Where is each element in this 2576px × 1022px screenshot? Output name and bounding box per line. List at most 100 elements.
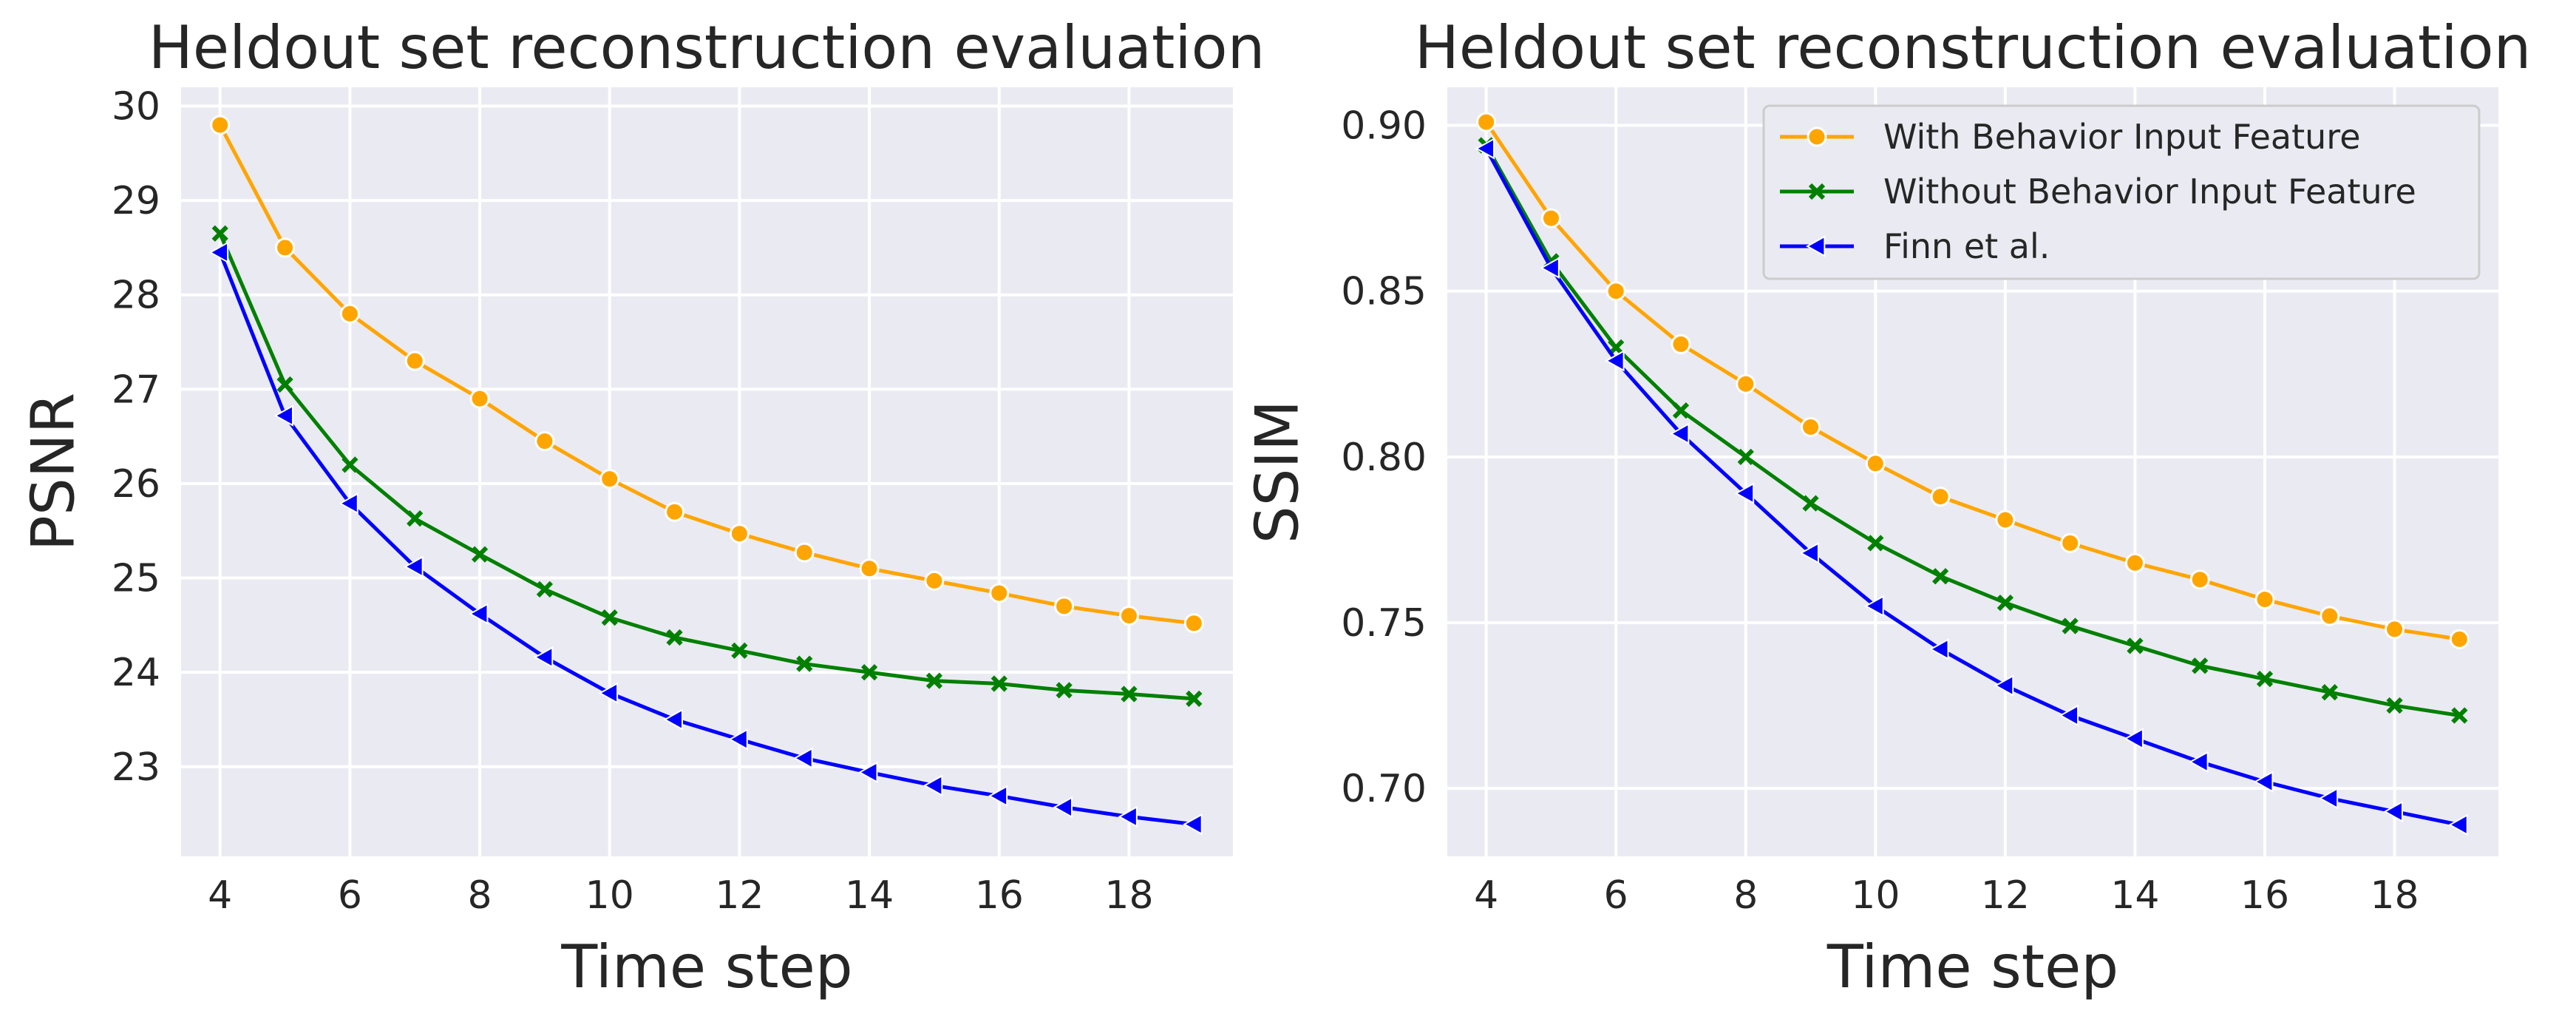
psnr-y-tick-label: 30 xyxy=(112,85,160,129)
psnr-data-point-2 xyxy=(793,747,813,769)
ssim-data-point-1 xyxy=(1867,535,1884,552)
psnr-x-tick-label: 4 xyxy=(208,873,232,918)
psnr-data-point-2 xyxy=(988,785,1008,808)
psnr-y-tick-label: 28 xyxy=(112,274,160,318)
psnr-data-point-0 xyxy=(534,431,555,452)
psnr-data-point-0 xyxy=(1183,613,1204,634)
ssim-data-point-0 xyxy=(1736,373,1756,394)
psnr-data-point-1 xyxy=(731,642,748,659)
ssim-y-axis-label: SSIM xyxy=(1243,400,1312,544)
legend-label-2: Finn et al. xyxy=(1883,226,2050,266)
ssim-y-tick-label: 0.85 xyxy=(1341,270,1427,314)
ssim-data-point-0 xyxy=(2124,552,2145,573)
psnr-data-point-0 xyxy=(275,237,296,258)
psnr-series-line-0 xyxy=(218,123,1194,626)
psnr-data-point-1 xyxy=(925,672,943,689)
psnr-series-line-2 xyxy=(218,251,1194,827)
ssim-data-point-1 xyxy=(1672,402,1690,419)
psnr-x-tick-label: 12 xyxy=(715,873,764,918)
psnr-grid xyxy=(181,87,1233,856)
ssim-series-line-0 xyxy=(1484,121,2460,641)
ssim-y-tick-label: 0.70 xyxy=(1341,767,1427,811)
psnr-data-point-2 xyxy=(598,682,619,704)
ssim-series-line-2 xyxy=(1484,147,2460,827)
ssim-data-point-2 xyxy=(1540,257,1560,280)
ssim-data-point-0 xyxy=(2189,569,2210,590)
psnr-data-point-1 xyxy=(276,376,293,393)
psnr-data-point-2 xyxy=(469,603,489,625)
ssim-data-point-2 xyxy=(1734,482,1755,504)
ssim-data-point-1 xyxy=(2386,697,2403,714)
psnr-data-point-0 xyxy=(339,303,360,324)
psnr-x-axis-label: Time step xyxy=(560,933,852,1001)
ssim-data-point-2 xyxy=(2059,704,2079,727)
ssim-ticks: 4 6 8 10 12 14 16 18 0.70 0.75 0.80 0.85 0.90 xyxy=(1341,104,2419,918)
ssim-data-point-0 xyxy=(1865,453,1886,474)
ssim-series xyxy=(1475,112,2470,836)
ssim-series-line-1 xyxy=(1484,144,2460,717)
ssim-data-point-1 xyxy=(2256,671,2274,688)
ssim-data-point-2 xyxy=(2253,771,2274,793)
ssim-x-tick-label: 6 xyxy=(1604,873,1628,918)
ssim-data-point-0 xyxy=(1995,510,2016,530)
psnr-data-point-0 xyxy=(989,583,1010,603)
ssim-data-point-0 xyxy=(1605,281,1626,302)
psnr-data-point-1 xyxy=(796,655,813,672)
psnr-data-point-1 xyxy=(666,629,683,646)
ssim-data-point-2 xyxy=(2318,787,2339,810)
ssim-data-point-2 xyxy=(2448,813,2468,836)
psnr-y-tick-label: 27 xyxy=(112,368,160,412)
psnr-data-point-2 xyxy=(922,774,943,796)
ssim-y-tick-label: 0.80 xyxy=(1341,436,1427,480)
psnr-data-point-2 xyxy=(208,241,229,264)
ssim-x-tick-label: 16 xyxy=(2240,873,2289,918)
psnr-data-point-0 xyxy=(404,351,425,371)
ssim-data-point-0 xyxy=(2449,629,2470,649)
legend-marker-2 xyxy=(1805,235,1826,257)
psnr-data-point-2 xyxy=(339,493,358,515)
psnr-y-tick-label: 23 xyxy=(112,745,160,790)
psnr-data-point-1 xyxy=(1186,690,1203,708)
legend: With Behavior Input Feature Without Behav… xyxy=(1762,104,2481,280)
ssim-y-tick-label: 0.75 xyxy=(1341,601,1427,646)
psnr-data-point-1 xyxy=(407,510,424,527)
ssim-data-point-2 xyxy=(1864,595,1884,617)
ssim-chart-title: Heldout set reconstruction evaluation xyxy=(1415,13,2532,82)
psnr-y-tick-label: 26 xyxy=(112,462,160,507)
psnr-data-point-0 xyxy=(1118,606,1139,626)
legend-label-0: With Behavior Input Feature xyxy=(1883,117,2361,157)
psnr-data-point-0 xyxy=(729,524,750,544)
psnr-data-point-2 xyxy=(663,708,683,731)
psnr-x-tick-label: 16 xyxy=(975,873,1024,918)
legend-marker-1 xyxy=(1808,183,1826,200)
psnr-data-point-2 xyxy=(533,646,554,669)
legend-marker-0 xyxy=(1807,126,1827,147)
ssim-data-point-1 xyxy=(1931,568,1949,585)
psnr-data-point-1 xyxy=(601,609,618,626)
ssim-data-point-0 xyxy=(1540,208,1561,229)
psnr-series xyxy=(208,115,1204,836)
ssim-data-point-1 xyxy=(2321,683,2338,701)
psnr-data-point-0 xyxy=(599,469,620,490)
ssim-data-point-2 xyxy=(1669,422,1690,445)
ssim-x-tick-label: 10 xyxy=(1851,873,1900,918)
psnr-data-point-1 xyxy=(536,581,554,598)
ssim-y-tick-label: 0.90 xyxy=(1341,104,1427,149)
ssim-data-point-1 xyxy=(1802,495,1819,512)
ssim-data-point-0 xyxy=(1930,487,1951,507)
ssim-data-point-2 xyxy=(2383,800,2403,823)
ssim-data-point-0 xyxy=(1671,334,1691,354)
ssim-x-tick-label: 8 xyxy=(1733,873,1758,918)
psnr-data-point-1 xyxy=(211,225,228,242)
psnr-x-tick-label: 8 xyxy=(468,873,492,918)
psnr-data-point-0 xyxy=(210,115,231,135)
psnr-data-point-1 xyxy=(1121,686,1138,703)
ssim-x-tick-label: 12 xyxy=(1981,873,2030,918)
psnr-data-point-2 xyxy=(273,405,293,427)
ssim-chart: 4 6 8 10 12 14 16 18 0.70 0.75 0.80 0.85 0.90 Heldou… xyxy=(1243,13,2532,1001)
psnr-data-point-0 xyxy=(665,501,685,522)
psnr-data-point-1 xyxy=(990,675,1007,692)
psnr-y-axis-label: PSNR xyxy=(19,393,88,551)
ssim-data-point-2 xyxy=(1605,350,1625,372)
